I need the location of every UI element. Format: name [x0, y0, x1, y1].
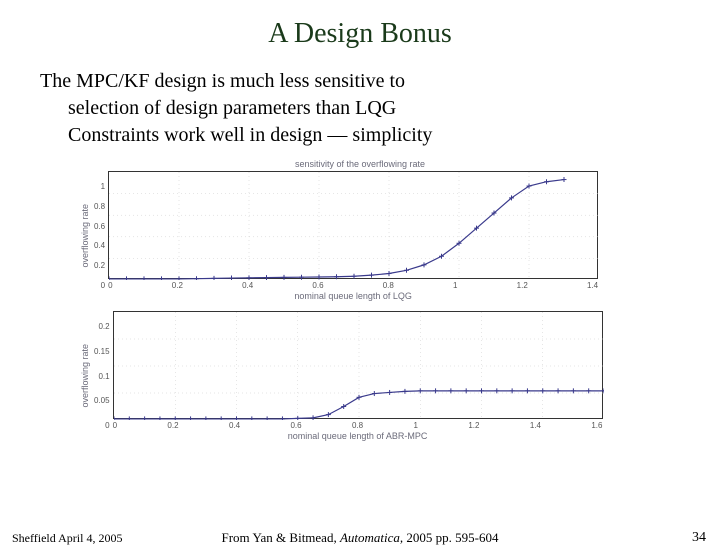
xtick-label: 1.6: [591, 421, 602, 430]
ytick-label: 0.8: [94, 202, 105, 211]
body-line-2: selection of design parameters than LQG: [40, 95, 680, 122]
chart-bottom-ylabel: overflowing rate: [80, 344, 90, 408]
ytick-label: 0.15: [94, 347, 110, 356]
ytick-label: 0.1: [98, 372, 109, 381]
ytick-label: 0: [101, 281, 105, 290]
xtick-label: 0.6: [312, 281, 323, 290]
chart-bottom-xlabel: nominal queue length of ABR-MPC: [113, 431, 603, 441]
chart-top-xticks: 0 0.2 0.4 0.6 0.8 1 1.2 1.4: [108, 281, 598, 290]
charts-container: sensitivity of the overflowing rate over…: [80, 159, 640, 441]
xtick-label: 0.4: [242, 281, 253, 290]
xtick-label: 0.6: [290, 421, 301, 430]
ytick-label: 0.6: [94, 222, 105, 231]
footer-center-prefix: From Yan & Bitmead,: [222, 530, 340, 545]
chart-top-title: sensitivity of the overflowing rate: [80, 159, 640, 169]
footer-center-italic: Automatica,: [340, 530, 403, 545]
ytick-label: 1: [101, 182, 105, 191]
ytick-label: 0: [105, 421, 109, 430]
chart-bottom: overflowing rate 0.2 0.15 0.1 0.05 0 0 0.2 0.4…: [80, 311, 640, 441]
body-line-1: The MPC/KF design is much less sensitive…: [40, 70, 405, 92]
chart-bottom-xticks: 0 0.2 0.4 0.6 0.8 1 1.2 1.4 1.6: [113, 421, 603, 430]
xtick-label: 0.4: [229, 421, 240, 430]
xtick-label: 1.4: [530, 421, 541, 430]
chart-bottom-plot: [113, 311, 603, 419]
xtick-label: 0.2: [167, 421, 178, 430]
chart-top-yticks: 1 0.8 0.6 0.4 0.2 0: [94, 182, 105, 290]
footer-left: Sheffield April 4, 2005: [12, 531, 122, 546]
xtick-label: 1.2: [517, 281, 528, 290]
xtick-label: 1.2: [468, 421, 479, 430]
xtick-label: 0: [113, 421, 117, 430]
xtick-label: 0.8: [352, 421, 363, 430]
ytick-label: 0.2: [98, 322, 109, 331]
chart-top-ylabel: overflowing rate: [80, 204, 90, 268]
chart-top: sensitivity of the overflowing rate over…: [80, 159, 640, 301]
xtick-label: 1: [413, 421, 417, 430]
xtick-label: 0: [108, 281, 112, 290]
ytick-label: 0.05: [94, 396, 110, 405]
ytick-label: 0.4: [94, 241, 105, 250]
xtick-label: 1.4: [587, 281, 598, 290]
body-line-3: Constraints work well in design — simpli…: [40, 122, 680, 149]
footer-center: From Yan & Bitmead, Automatica, 2005 pp.…: [222, 530, 499, 546]
xtick-label: 0.2: [172, 281, 183, 290]
footer-page-number: 34: [692, 530, 706, 546]
chart-bottom-yticks: 0.2 0.15 0.1 0.05 0: [94, 322, 110, 430]
page-title: A Design Bonus: [0, 18, 720, 50]
chart-top-xlabel: nominal queue length of LQG: [108, 291, 598, 301]
xtick-label: 1: [453, 281, 457, 290]
body-text: The MPC/KF design is much less sensitive…: [40, 68, 680, 149]
ytick-label: 0.2: [94, 261, 105, 270]
chart-top-plot: [108, 171, 598, 279]
xtick-label: 0.8: [383, 281, 394, 290]
footer-center-suffix: 2005 pp. 595-604: [403, 530, 498, 545]
